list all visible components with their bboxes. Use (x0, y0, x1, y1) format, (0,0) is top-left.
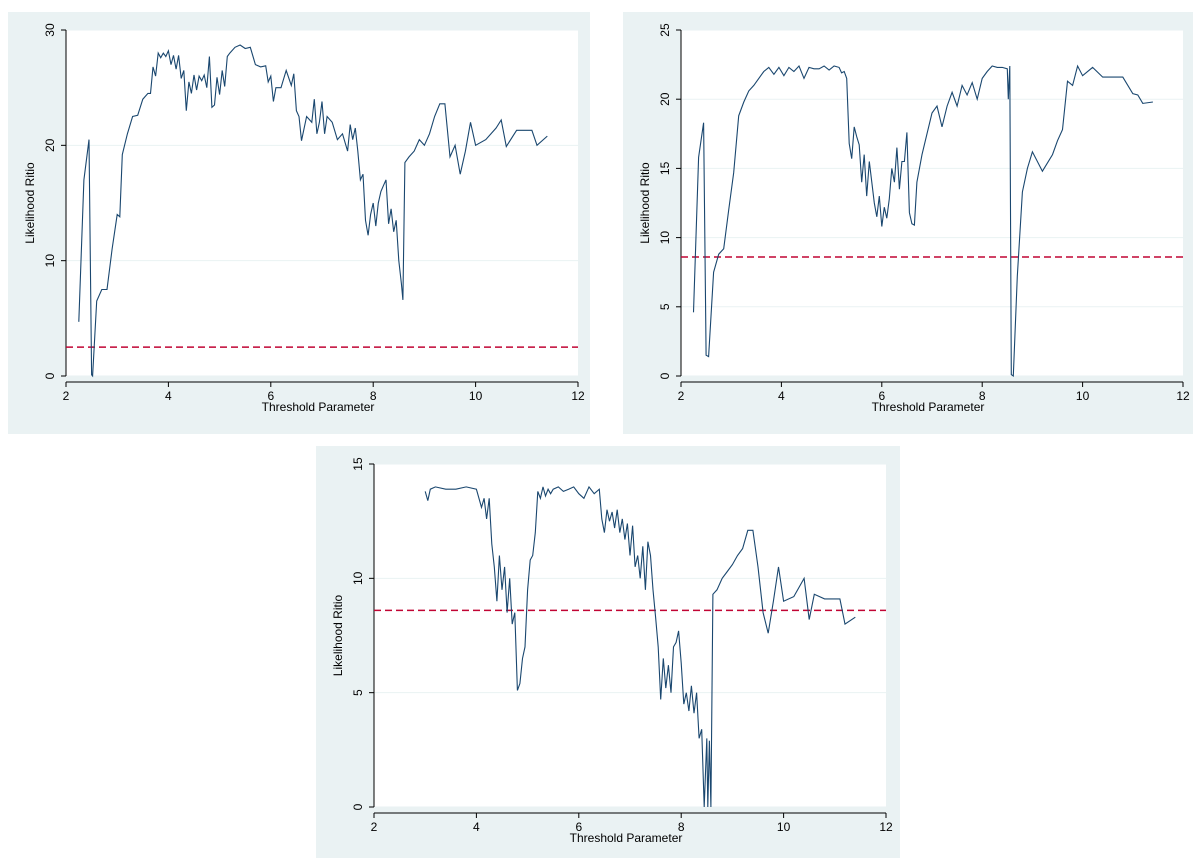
x-tick-label: 8 (979, 389, 986, 403)
chart-svg-3: 0 5 10 15 2 4 6 8 10 12 Threshold Parameter Likelih… (331, 457, 893, 845)
chart-panel-top-right: 0 5 10 15 20 25 2 4 6 8 10 12 Threshold Parameter Lik… (623, 12, 1193, 434)
x-tick-label: 6 (267, 389, 274, 403)
y-tick-label: 15 (351, 457, 365, 471)
chart-panel-top-left: 0 10 20 30 2 4 6 8 10 12 Threshold Parameter Likeli… (8, 12, 590, 434)
y-tick-label: 5 (658, 303, 672, 310)
x-tick-label: 12 (1176, 389, 1190, 403)
x-axis-label: Threshold Parameter (570, 831, 683, 845)
y-tick-label: 15 (658, 161, 672, 175)
x-tick-label: 4 (473, 820, 480, 834)
x-tick-label: 8 (678, 820, 685, 834)
x-tick-label: 2 (63, 389, 70, 403)
y-tick-label: 25 (658, 23, 672, 37)
likelihood-series-line (692, 64, 1153, 378)
chart-svg-1: 0 10 20 30 2 4 6 8 10 12 Threshold Parameter Likeli… (23, 23, 585, 414)
x-tick-label: 2 (678, 389, 685, 403)
likelihood-series-line (424, 485, 856, 808)
y-axis-label: Likelihood Ritio (23, 162, 37, 244)
x-tick-label: 4 (778, 389, 785, 403)
x-tick-label: 12 (571, 389, 585, 403)
y-tick-label: 0 (43, 372, 57, 379)
x-axis-label: Threshold Parameter (262, 400, 375, 414)
x-tick-label: 6 (575, 820, 582, 834)
y-tick-label: 10 (43, 254, 57, 268)
x-tick-label: 12 (879, 820, 893, 834)
y-tick-label: 10 (351, 571, 365, 585)
y-tick-label: 5 (351, 689, 365, 696)
x-tick-label: 4 (165, 389, 172, 403)
y-tick-label: 0 (658, 372, 672, 379)
chart-panel-bottom: 0 5 10 15 2 4 6 8 10 12 Threshold Parameter Likelih… (316, 446, 900, 858)
x-tick-label: 10 (777, 820, 791, 834)
y-axis-label: Likelihood Ritio (638, 162, 652, 244)
x-tick-label: 6 (878, 389, 885, 403)
x-tick-label: 10 (1076, 389, 1090, 403)
y-tick-label: 20 (658, 92, 672, 106)
y-tick-label: 30 (43, 23, 57, 37)
y-tick-label: 20 (43, 138, 57, 152)
x-axis-label: Threshold Parameter (872, 400, 985, 414)
x-tick-label: 2 (371, 820, 378, 834)
plot-area (66, 30, 578, 376)
plot-area (374, 464, 886, 807)
x-tick-label: 10 (469, 389, 483, 403)
x-tick-label: 8 (370, 389, 377, 403)
y-tick-label: 0 (351, 803, 365, 810)
chart-svg-2: 0 5 10 15 20 25 2 4 6 8 10 12 Threshold Parameter Lik… (638, 23, 1190, 414)
likelihood-series-line (78, 44, 548, 378)
plot-area (681, 30, 1183, 376)
y-tick-label: 10 (658, 231, 672, 245)
y-axis-label: Likelihood Ritio (331, 594, 345, 676)
